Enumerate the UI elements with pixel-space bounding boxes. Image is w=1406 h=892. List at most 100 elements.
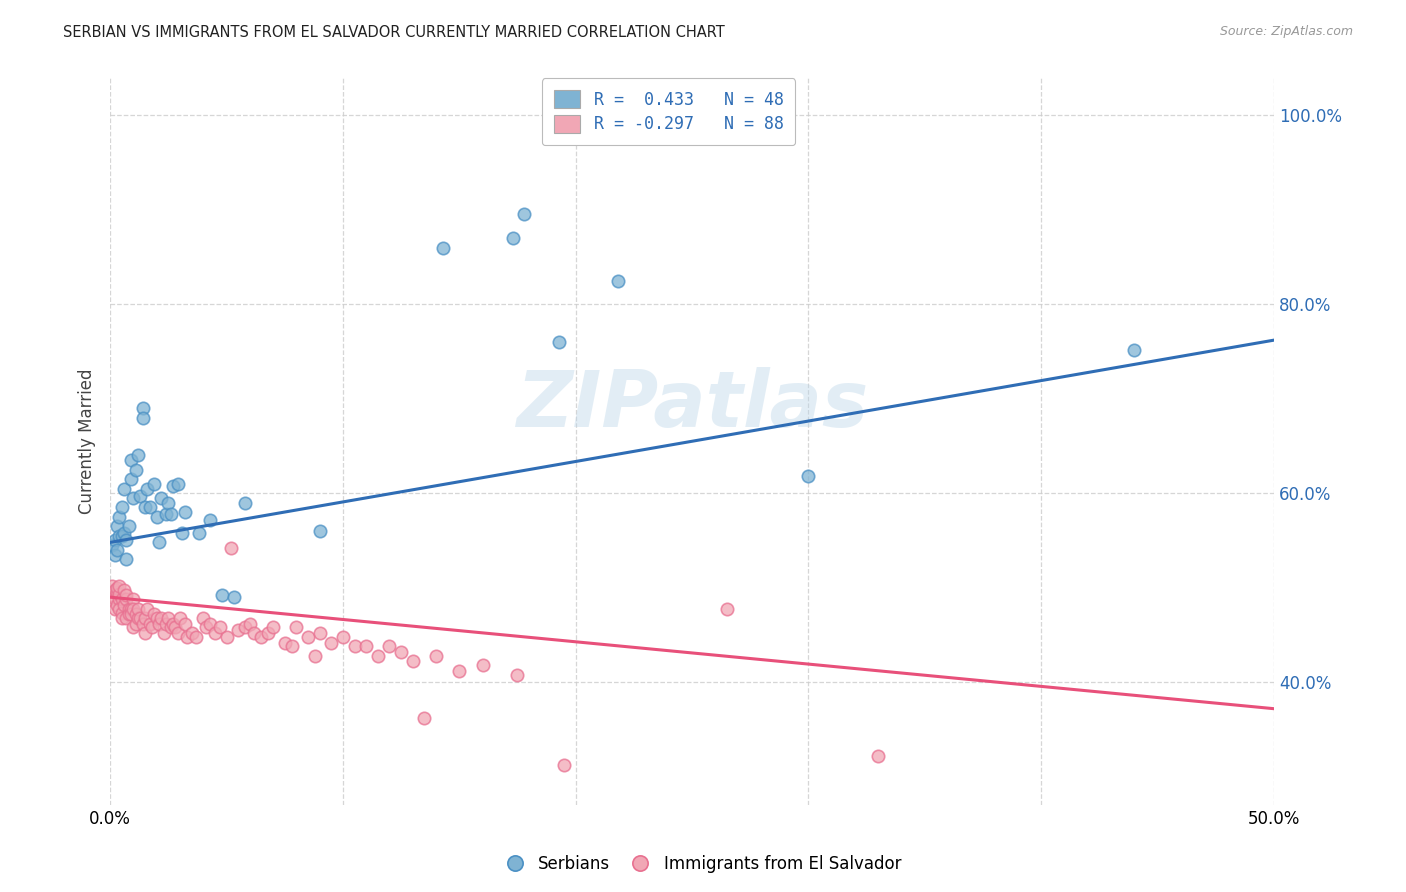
- Point: [606, 274, 628, 288]
- Point: [402, 655, 425, 669]
- Point: [471, 658, 494, 673]
- Point: [115, 611, 138, 625]
- Point: [280, 640, 302, 654]
- Point: [127, 449, 149, 463]
- Point: [122, 620, 145, 634]
- Point: [111, 500, 134, 515]
- Point: [132, 616, 155, 631]
- Point: [211, 588, 233, 602]
- Point: [136, 482, 159, 496]
- Point: [112, 582, 135, 597]
- Point: [138, 500, 160, 515]
- Point: [165, 620, 187, 634]
- Y-axis label: Currently Married: Currently Married: [79, 368, 96, 514]
- Point: [321, 635, 343, 649]
- Point: [155, 507, 177, 521]
- Point: [104, 533, 127, 548]
- Point: [125, 462, 148, 476]
- Point: [152, 626, 174, 640]
- Point: [112, 598, 135, 612]
- Point: [250, 630, 273, 644]
- Point: [332, 630, 354, 644]
- Point: [208, 620, 231, 634]
- Point: [155, 616, 177, 631]
- Point: [257, 626, 280, 640]
- Point: [104, 601, 127, 615]
- Point: [105, 519, 128, 533]
- Point: [215, 630, 238, 644]
- Point: [122, 601, 145, 615]
- Point: [506, 667, 529, 681]
- Point: [1123, 343, 1146, 357]
- Point: [129, 611, 152, 625]
- Point: [222, 590, 245, 604]
- Point: [118, 601, 141, 615]
- Point: [145, 611, 167, 625]
- Point: [129, 489, 152, 503]
- Point: [104, 582, 127, 597]
- Point: [354, 640, 377, 654]
- Point: [297, 630, 319, 644]
- Point: [274, 635, 297, 649]
- Point: [134, 626, 156, 640]
- Point: [134, 500, 156, 515]
- Point: [143, 607, 166, 622]
- Point: [157, 496, 180, 510]
- Point: [219, 541, 242, 555]
- Point: [118, 519, 141, 533]
- Point: [194, 620, 217, 634]
- Point: [173, 616, 195, 631]
- Point: [343, 640, 366, 654]
- Point: [186, 630, 208, 644]
- Point: [413, 711, 436, 725]
- Point: [105, 543, 128, 558]
- Point: [172, 525, 194, 540]
- Point: [150, 491, 173, 505]
- Point: [120, 472, 142, 486]
- Point: [125, 616, 148, 631]
- Point: [166, 476, 188, 491]
- Point: [716, 601, 738, 615]
- Point: [115, 588, 138, 602]
- Point: [138, 616, 160, 631]
- Point: [513, 207, 536, 221]
- Point: [304, 648, 326, 663]
- Point: [150, 611, 173, 625]
- Text: Source: ZipAtlas.com: Source: ZipAtlas.com: [1219, 25, 1353, 38]
- Point: [132, 401, 155, 416]
- Legend: R =  0.433   N = 48, R = -0.297   N = 88: R = 0.433 N = 48, R = -0.297 N = 88: [543, 78, 796, 145]
- Point: [125, 607, 148, 622]
- Point: [108, 592, 131, 607]
- Point: [166, 626, 188, 640]
- Text: ZIPatlas: ZIPatlas: [516, 367, 868, 442]
- Point: [243, 626, 266, 640]
- Point: [112, 525, 135, 540]
- Point: [187, 525, 209, 540]
- Point: [308, 524, 330, 538]
- Point: [233, 620, 256, 634]
- Point: [176, 630, 198, 644]
- Point: [200, 616, 222, 631]
- Point: [115, 552, 138, 566]
- Point: [204, 626, 226, 640]
- Point: [193, 611, 215, 625]
- Point: [157, 611, 180, 625]
- Legend: Serbians, Immigrants from El Salvador: Serbians, Immigrants from El Salvador: [498, 848, 908, 880]
- Point: [148, 616, 170, 631]
- Point: [233, 496, 256, 510]
- Point: [105, 585, 128, 599]
- Point: [111, 606, 134, 620]
- Point: [553, 758, 575, 772]
- Point: [108, 601, 131, 615]
- Point: [159, 620, 181, 634]
- Point: [120, 453, 142, 467]
- Point: [425, 648, 447, 663]
- Point: [115, 533, 138, 548]
- Point: [108, 529, 131, 543]
- Point: [136, 601, 159, 615]
- Point: [162, 616, 184, 631]
- Point: [134, 611, 156, 625]
- Point: [432, 241, 454, 255]
- Point: [162, 478, 184, 492]
- Point: [104, 592, 127, 607]
